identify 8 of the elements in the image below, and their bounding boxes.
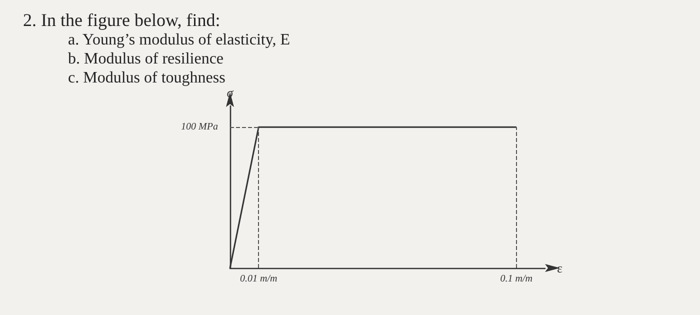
ref-line-label: 100 MPa: [181, 122, 218, 133]
text: a. Young’s modulus of elasticity, E: [68, 32, 290, 48]
chart-title: 2. In the figure below, find:: [23, 10, 220, 30]
text: c. Modulus of toughness: [68, 70, 226, 86]
x-axis-title: ε: [557, 260, 563, 276]
x-tick-label: 0.1 m/m: [500, 274, 532, 284]
x-tick-label: 0.01 m/m: [240, 274, 278, 284]
text: b. Modulus of resilience: [68, 50, 224, 68]
